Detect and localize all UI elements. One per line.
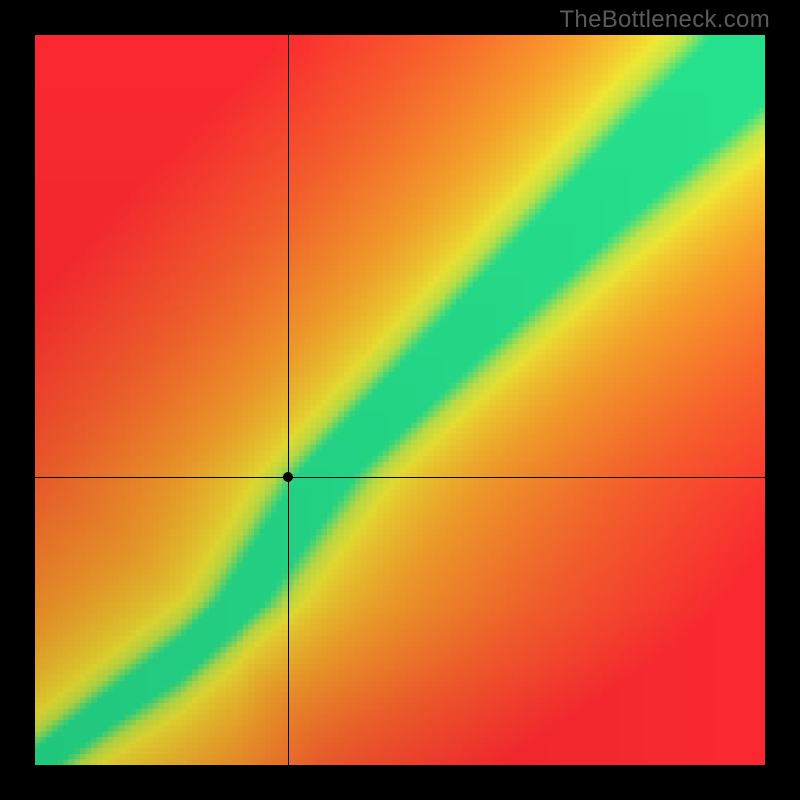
heatmap-plot-area [35,35,765,765]
watermark-text: TheBottleneck.com [559,6,770,34]
marker-dot [283,472,293,482]
heatmap-canvas [35,35,765,765]
crosshair-horizontal [35,477,765,478]
crosshair-vertical [288,35,289,765]
